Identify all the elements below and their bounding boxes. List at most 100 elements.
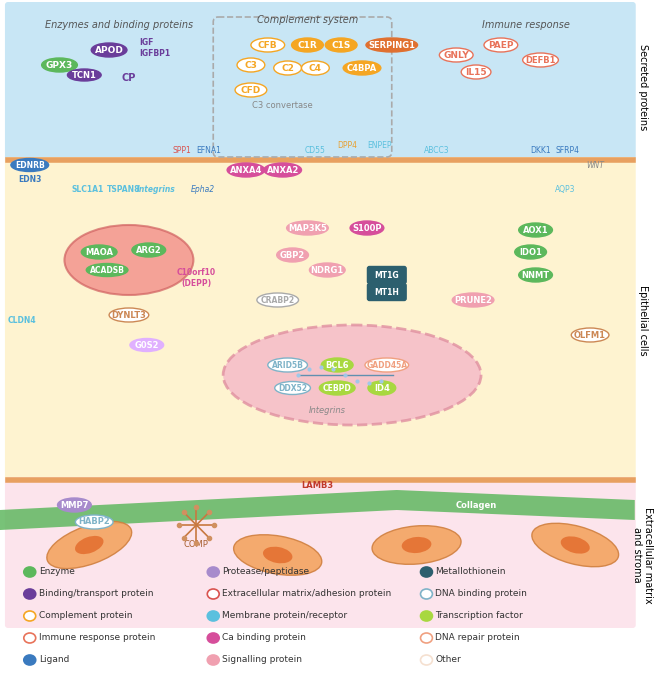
Ellipse shape	[227, 163, 265, 177]
Text: ANXA2: ANXA2	[267, 166, 299, 175]
Ellipse shape	[519, 223, 552, 237]
Ellipse shape	[91, 43, 127, 57]
Text: Metallothionein: Metallothionein	[436, 567, 506, 577]
Text: Epha2: Epha2	[191, 185, 215, 194]
Ellipse shape	[322, 358, 353, 372]
FancyBboxPatch shape	[5, 157, 636, 483]
Ellipse shape	[130, 338, 164, 351]
Text: ABCC3: ABCC3	[424, 146, 449, 155]
Text: Collagen: Collagen	[455, 501, 496, 510]
Text: CFD: CFD	[241, 86, 261, 95]
Text: Epithelial cells: Epithelial cells	[638, 285, 648, 356]
Ellipse shape	[368, 381, 396, 395]
Ellipse shape	[64, 225, 193, 295]
Text: Extracellular matrix
and stroma: Extracellular matrix and stroma	[632, 507, 654, 603]
Text: HABP2: HABP2	[79, 517, 110, 527]
Text: GADD45A: GADD45A	[366, 360, 407, 369]
Text: C10orf10
(DEPP): C10orf10 (DEPP)	[177, 269, 216, 288]
Text: TCN1: TCN1	[72, 71, 97, 79]
Text: Enzyme: Enzyme	[39, 567, 75, 577]
Text: DEFB1: DEFB1	[525, 55, 556, 64]
Text: Immune response protein: Immune response protein	[39, 634, 155, 643]
Text: Binding/transport protein: Binding/transport protein	[39, 590, 153, 599]
FancyBboxPatch shape	[367, 284, 406, 301]
Ellipse shape	[207, 611, 219, 621]
Text: SLC1A1: SLC1A1	[71, 185, 103, 194]
Text: G0S2: G0S2	[134, 340, 159, 349]
Ellipse shape	[132, 243, 166, 257]
Ellipse shape	[366, 38, 417, 52]
FancyBboxPatch shape	[5, 2, 636, 163]
Text: TSPAN8: TSPAN8	[107, 185, 141, 194]
Text: IL15: IL15	[465, 68, 487, 77]
Ellipse shape	[81, 245, 117, 259]
Text: Secreted proteins: Secreted proteins	[638, 44, 648, 130]
Ellipse shape	[235, 83, 267, 97]
Ellipse shape	[372, 525, 461, 564]
Ellipse shape	[207, 655, 219, 665]
Ellipse shape	[24, 567, 36, 577]
Text: WNT: WNT	[586, 160, 604, 169]
Text: CP: CP	[122, 73, 136, 83]
Text: C1R: C1R	[297, 40, 317, 49]
Ellipse shape	[421, 611, 432, 621]
Ellipse shape	[421, 589, 432, 599]
Ellipse shape	[532, 523, 618, 566]
Ellipse shape	[571, 328, 609, 342]
Ellipse shape	[86, 264, 128, 277]
Ellipse shape	[343, 61, 381, 75]
Ellipse shape	[440, 48, 473, 62]
Text: ACADSB: ACADSB	[90, 266, 124, 275]
Text: C3 convertase: C3 convertase	[252, 101, 313, 110]
Ellipse shape	[421, 633, 432, 643]
Ellipse shape	[234, 535, 322, 575]
Ellipse shape	[350, 221, 384, 235]
Ellipse shape	[268, 358, 307, 372]
Ellipse shape	[257, 293, 299, 307]
Ellipse shape	[47, 521, 132, 569]
Ellipse shape	[263, 547, 292, 563]
Ellipse shape	[515, 245, 546, 259]
Text: MAOA: MAOA	[85, 247, 113, 256]
Text: ANXA4: ANXA4	[230, 166, 262, 175]
Ellipse shape	[24, 655, 36, 665]
Ellipse shape	[67, 69, 101, 81]
Text: SERPING1: SERPING1	[368, 40, 415, 49]
Text: Membrane protein/receptor: Membrane protein/receptor	[222, 612, 347, 621]
Ellipse shape	[274, 382, 310, 395]
Ellipse shape	[24, 633, 36, 643]
Text: IDO1: IDO1	[519, 247, 542, 256]
Ellipse shape	[264, 163, 301, 177]
Ellipse shape	[519, 268, 552, 282]
Ellipse shape	[461, 65, 491, 79]
Ellipse shape	[421, 567, 432, 577]
Text: PAEP: PAEP	[488, 40, 514, 49]
Ellipse shape	[75, 515, 113, 529]
Text: S100P: S100P	[352, 223, 382, 232]
Text: Ligand: Ligand	[39, 656, 69, 664]
Text: Protease/peptidase: Protease/peptidase	[222, 567, 309, 577]
Ellipse shape	[365, 358, 409, 372]
Ellipse shape	[287, 221, 328, 235]
Ellipse shape	[24, 611, 36, 621]
Text: AQP3: AQP3	[555, 185, 576, 194]
Text: CRABP2: CRABP2	[261, 295, 295, 305]
Text: C1S: C1S	[331, 40, 351, 49]
Ellipse shape	[561, 536, 590, 553]
Text: DNA repair protein: DNA repair protein	[436, 634, 520, 643]
Text: Signalling protein: Signalling protein	[222, 656, 302, 664]
Text: Immune response: Immune response	[481, 20, 570, 30]
Text: MT1H: MT1H	[375, 288, 400, 297]
Text: ARID5B: ARID5B	[272, 360, 303, 369]
Ellipse shape	[75, 536, 103, 554]
Text: C2: C2	[281, 64, 294, 73]
Text: NNMT: NNMT	[521, 271, 550, 279]
Text: ID4: ID4	[374, 384, 390, 393]
Text: Complement system: Complement system	[257, 15, 358, 25]
Text: DKK1: DKK1	[530, 146, 551, 155]
Ellipse shape	[320, 381, 355, 395]
Polygon shape	[0, 490, 635, 530]
Text: C3: C3	[244, 60, 257, 69]
Text: DDX52: DDX52	[278, 384, 307, 393]
Ellipse shape	[237, 58, 265, 72]
